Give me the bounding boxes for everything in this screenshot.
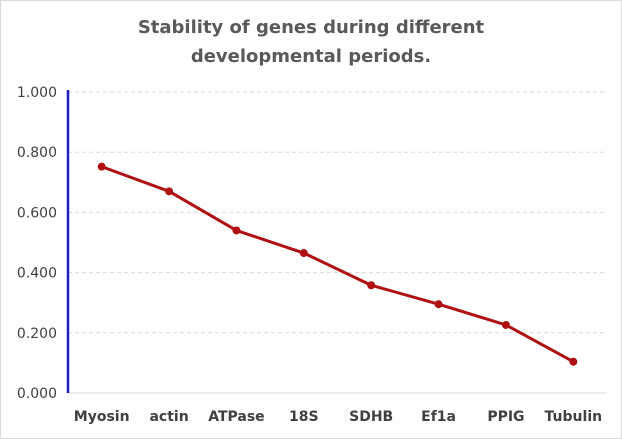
data-point xyxy=(434,300,443,309)
data-point xyxy=(232,226,241,235)
data-point xyxy=(569,357,578,366)
x-tick-label: SDHB xyxy=(349,409,393,425)
x-tick-label: PPIG xyxy=(487,409,524,425)
y-tick-label: 0.200 xyxy=(17,326,57,342)
chart-title: Stability of genes during different deve… xyxy=(1,13,621,71)
x-tick-label: Tubulin xyxy=(545,409,603,425)
data-point xyxy=(97,162,106,171)
y-tick-label: 0.000 xyxy=(17,386,57,402)
x-tick-label: actin xyxy=(149,409,188,425)
data-point xyxy=(165,187,174,196)
x-tick-label: 18S xyxy=(289,409,319,425)
x-tick-label: ATPase xyxy=(208,409,264,425)
data-point xyxy=(501,320,510,329)
data-point xyxy=(367,281,376,290)
chart-title-line-2: developmental periods. xyxy=(190,46,432,67)
series-line xyxy=(101,165,575,364)
data-point xyxy=(299,249,308,258)
x-tick-label: Ef1a xyxy=(421,409,456,425)
y-tick-label: 1.000 xyxy=(17,85,57,101)
y-tick-label: 0.800 xyxy=(17,145,57,161)
y-tick-label: 0.600 xyxy=(17,205,57,221)
x-tick-label: Myosin xyxy=(74,409,130,425)
y-tick-label: 0.400 xyxy=(17,266,57,282)
chart-title-line-1: Stability of genes during different xyxy=(137,17,485,38)
